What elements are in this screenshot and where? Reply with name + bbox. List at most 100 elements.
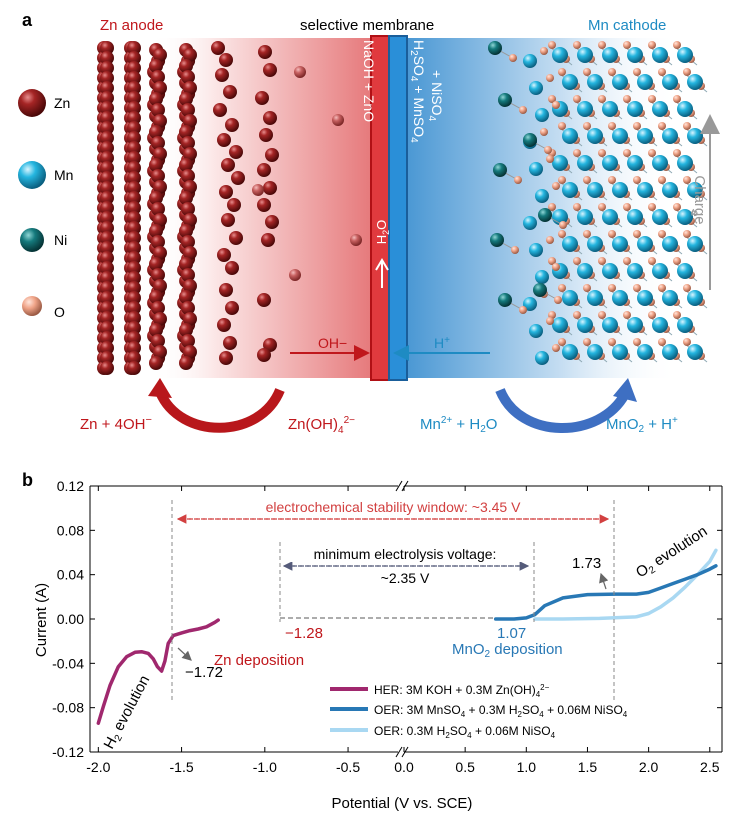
- zn-atom: [100, 271, 114, 285]
- zn-atom: [265, 148, 279, 162]
- mn-atom: [612, 182, 628, 198]
- o-atom: [633, 176, 641, 184]
- hydroxide-label: OH−: [318, 335, 347, 351]
- y-axis-label: Current (A): [33, 583, 50, 657]
- zn-atom: [127, 61, 141, 75]
- zn-atom: [179, 158, 193, 172]
- o-atom: [633, 122, 641, 130]
- mn-atom: [602, 101, 618, 117]
- mn-atom: [602, 317, 618, 333]
- mn-atom: [535, 108, 549, 122]
- zn-atom: [179, 290, 193, 304]
- mn-atom: [535, 270, 549, 284]
- mn-atom: [627, 101, 643, 117]
- zn-atom: [181, 334, 195, 348]
- zn-atom: [100, 81, 114, 95]
- zn-atom: [179, 191, 193, 205]
- zn-atom: [149, 356, 163, 370]
- onset-her-label: −1.28: [285, 625, 323, 642]
- zn-atom: [127, 281, 141, 295]
- zn-atom: [127, 261, 141, 275]
- o-atom: [633, 284, 641, 292]
- x-tick-label: -1.0: [253, 759, 277, 775]
- zn-atom: [127, 321, 141, 335]
- o-atom: [683, 284, 691, 292]
- o-atom: [623, 95, 631, 103]
- zn-atom: [151, 301, 165, 315]
- zn-atom: [100, 141, 114, 155]
- mn-atom: [552, 155, 568, 171]
- zn-atom: [183, 180, 197, 194]
- o-atom: [583, 176, 591, 184]
- zn-atom: [100, 251, 114, 265]
- zn-atom: [151, 103, 165, 117]
- zn-atom: [127, 71, 141, 85]
- mn-atom: [637, 290, 653, 306]
- zn-anode-atoms: [97, 41, 362, 375]
- zn-atom: [153, 114, 167, 128]
- zn-atom: [259, 128, 273, 142]
- zn-atom: [179, 356, 193, 370]
- o-atom: [552, 101, 560, 109]
- zn-atom: [183, 81, 197, 95]
- mn-atom: [677, 317, 693, 333]
- o-atom: [648, 257, 656, 265]
- panel-a: a Zn anode selective membrane Mn cathode…: [18, 10, 720, 436]
- zn-atom: [151, 268, 165, 282]
- mn-atom: [687, 236, 703, 252]
- window-label-bg: [228, 497, 558, 515]
- anolyte-composition: NaOH + ZnO: [361, 40, 377, 122]
- o-atom: [548, 95, 556, 103]
- mn-atom: [562, 290, 578, 306]
- reaction-mn-right: MnO2 + H+: [606, 415, 678, 435]
- mn-atom: [677, 101, 693, 117]
- zn-atom: [127, 221, 141, 235]
- mn-atom: [637, 128, 653, 144]
- x-tick-label: -1.5: [170, 759, 194, 775]
- zn-atom: [183, 48, 197, 62]
- o-atom: [558, 122, 566, 130]
- zn-atom: [217, 248, 231, 262]
- o-atom: [608, 122, 616, 130]
- o-atom: [683, 338, 691, 346]
- o-atom: [683, 230, 691, 238]
- mn-atom: [602, 155, 618, 171]
- o-atom: [540, 47, 548, 55]
- mn-atom: [535, 351, 549, 365]
- zn-atom: [257, 163, 271, 177]
- o-atom: [648, 203, 656, 211]
- y-tick-label: 0.00: [57, 611, 84, 627]
- y-tick-label: -0.04: [52, 655, 84, 671]
- zn-atom: [215, 68, 229, 82]
- mn-atom: [652, 317, 668, 333]
- charge-label: Charge: [691, 175, 708, 224]
- zn-atom: [252, 184, 264, 196]
- zn-atom: [181, 268, 195, 282]
- zn-atom: [263, 181, 277, 195]
- zn-reaction-arrow: [155, 387, 285, 433]
- catholyte-composition-1: H2SO4 + MnSO4: [408, 40, 427, 143]
- o-atom: [658, 284, 666, 292]
- zn-atom: [153, 279, 167, 293]
- o-atom: [658, 68, 666, 76]
- zn-atom: [149, 125, 163, 139]
- zn-atom: [100, 121, 114, 135]
- zn-atom: [127, 251, 141, 265]
- zn-atom: [127, 211, 141, 225]
- axis-break: [401, 480, 409, 492]
- zn-atom: [100, 211, 114, 225]
- zn-atom: [181, 202, 195, 216]
- ni-atom: [533, 283, 547, 297]
- mno2-deposition-label: MnO2 deposition: [452, 641, 563, 660]
- o-atom: [623, 203, 631, 211]
- zn-atom: [149, 191, 163, 205]
- x-tick-label: 1.5: [578, 759, 598, 775]
- reaction-zn-left: Zn + 4OH−: [80, 414, 152, 433]
- o-atom: [519, 306, 527, 314]
- zn-atom: [151, 202, 165, 216]
- mn-atom: [552, 47, 568, 63]
- x-tick-label: 1.0: [517, 759, 537, 775]
- zn-atom: [149, 323, 163, 337]
- zn-atom: [100, 131, 114, 145]
- x-axis-label: Potential (V vs. SCE): [332, 795, 473, 812]
